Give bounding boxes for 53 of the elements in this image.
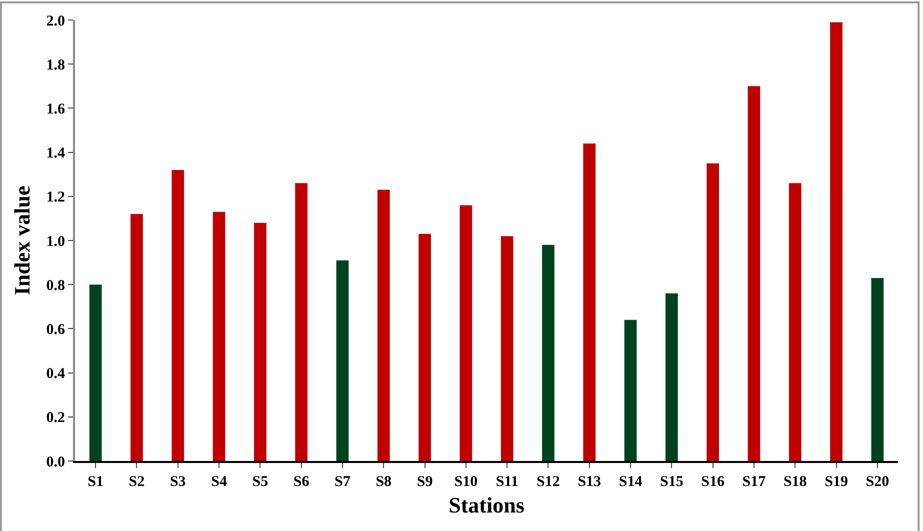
x-tick-label: S18: [783, 474, 807, 490]
y-tick-label: 0.4: [46, 366, 66, 382]
y-tick-label: 1.6: [46, 101, 66, 118]
bar: [871, 278, 884, 461]
x-tick-label: S9: [416, 474, 433, 490]
x-tick-label: S13: [578, 474, 602, 490]
x-axis-title: Stations: [448, 492, 525, 518]
x-tick-label: S4: [211, 474, 228, 490]
y-tick-label: 0.8: [46, 278, 65, 294]
bar: [212, 212, 226, 461]
y-tick-label: 1.0: [46, 234, 65, 250]
y-tick-label: 0.2: [46, 410, 65, 426]
bar: [254, 222, 266, 461]
x-tick-label: S19: [824, 474, 848, 490]
y-tick-label: 1.2: [46, 190, 65, 206]
bar: [377, 190, 390, 461]
y-axis-title: Index value: [10, 186, 35, 296]
bar: [748, 86, 760, 461]
x-tick-label: S1: [88, 474, 104, 490]
x-tick-label: S17: [742, 474, 766, 490]
x-tick-label: S5: [252, 474, 268, 490]
bar: [666, 293, 678, 461]
x-tick-label: S20: [866, 474, 890, 490]
bar: [130, 214, 143, 461]
y-tick-label: 0.0: [46, 454, 65, 470]
bar: [418, 234, 431, 461]
x-tick-label: S14: [618, 474, 643, 490]
x-tick-label: S16: [701, 474, 725, 490]
bar: [830, 22, 842, 461]
x-tick-label: S7: [334, 474, 351, 490]
x-tick-label: S2: [128, 474, 145, 490]
bar: [706, 163, 719, 461]
y-tick-label: 1.8: [46, 57, 65, 74]
x-tick-label: S8: [376, 474, 392, 490]
y-tick-label: 1.4: [46, 146, 66, 162]
bar: [172, 170, 184, 461]
bar: [336, 260, 349, 461]
x-tick-label: S10: [454, 474, 478, 490]
y-tick-label: 0.6: [46, 322, 66, 338]
bar: [89, 284, 102, 461]
y-tick-label: 2.0: [46, 13, 65, 30]
x-tick-label: S12: [536, 474, 560, 490]
bar: [624, 320, 637, 461]
bar: [583, 143, 596, 461]
x-tick-label: S15: [660, 474, 684, 490]
bar: [295, 183, 308, 461]
bar: [500, 236, 514, 461]
x-tick-label: S3: [170, 474, 186, 490]
bar: [788, 183, 802, 461]
bar: [460, 205, 472, 461]
x-tick-label: S6: [293, 474, 310, 490]
bar: [542, 244, 554, 461]
x-tick-label: S11: [496, 474, 518, 490]
